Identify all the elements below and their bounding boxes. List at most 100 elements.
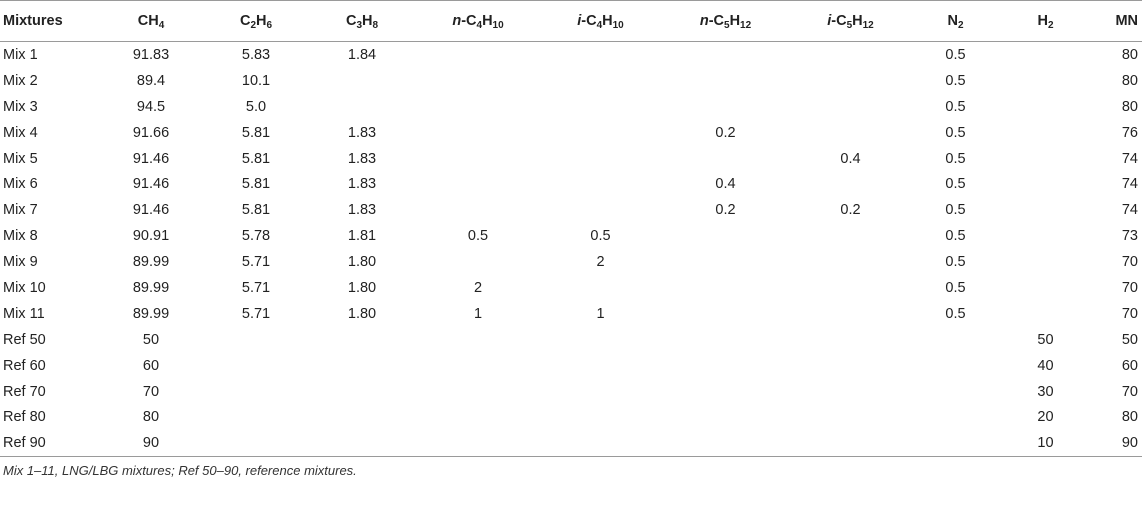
- table-row: Ref 90 90 10 90: [0, 430, 1142, 458]
- table-cell: 10: [998, 430, 1093, 458]
- table-cell: [663, 68, 788, 94]
- table-cell: 76: [1121, 124, 1138, 141]
- table-cell: 74: [1121, 202, 1138, 219]
- table-cell: 74: [1121, 176, 1138, 193]
- table-cell: 89.99: [132, 254, 170, 271]
- table-cell: [538, 68, 663, 94]
- table-cell: [206, 404, 306, 430]
- table-row: Ref 50 50 50 50: [0, 327, 1142, 353]
- table-row: Ref 80 80 20 80: [0, 404, 1142, 430]
- table-cell: [998, 120, 1093, 146]
- table-cell: 74: [1121, 150, 1138, 167]
- table-cell: [998, 197, 1093, 223]
- table-cell: [206, 353, 306, 379]
- table-cell: [913, 404, 998, 430]
- table-cell: [538, 94, 663, 120]
- table-cell: [788, 275, 913, 301]
- table-cell: 94.5: [136, 98, 166, 115]
- row-label: Ref 80: [3, 409, 46, 426]
- table-cell: 0.4: [840, 150, 861, 167]
- table-cell: 1.83: [347, 202, 377, 219]
- table-cell: [663, 223, 788, 249]
- table-cell: 80: [142, 409, 160, 426]
- table-cell: [663, 301, 788, 327]
- table-cell: 0.2: [715, 124, 736, 141]
- table-cell: 10.1: [241, 72, 271, 89]
- table-cell: 2: [596, 254, 605, 271]
- table-cell: 0.5: [590, 228, 611, 245]
- table-cell: 80: [1121, 409, 1138, 426]
- table-cell: 0.2: [840, 202, 861, 219]
- table-cell: 60: [1121, 357, 1138, 374]
- table-cell: [998, 94, 1093, 120]
- table-cell: [418, 42, 538, 68]
- table-cell: 5.81: [241, 124, 271, 141]
- table-cell: [306, 327, 418, 353]
- table-cell: 89.4: [136, 72, 166, 89]
- table-cell: 91.46: [132, 202, 170, 219]
- column-header-i-c5h12: i-C5H12: [788, 0, 913, 42]
- table-cell: 70: [1121, 305, 1138, 322]
- table-cell: [206, 430, 306, 458]
- table-cell: 0.5: [467, 228, 489, 245]
- table-cell: [206, 379, 306, 405]
- table-cell: 1.80: [347, 279, 377, 296]
- table-cell: 30: [1037, 383, 1054, 400]
- table-cell: [788, 68, 913, 94]
- table-cell: 60: [142, 357, 160, 374]
- table-cell: 50: [1121, 331, 1138, 348]
- table-cell: [663, 249, 788, 275]
- table-cell: 90: [1093, 430, 1142, 458]
- table-cell: 5.0: [245, 98, 267, 115]
- table-cell: 5.83: [241, 46, 271, 63]
- column-header-n-c4h10: n-C4H10: [418, 0, 538, 42]
- table-cell: [788, 353, 913, 379]
- table-cell: [788, 301, 913, 327]
- table-cell: [788, 120, 913, 146]
- table-cell: 5.81: [241, 176, 271, 193]
- table-cell: 0.5: [945, 98, 966, 115]
- table-cell: 1.80: [347, 254, 377, 271]
- table-row: Ref 70 70 30 70: [0, 379, 1142, 405]
- table-cell: [538, 42, 663, 68]
- table-row: Mix 2 89.4 10.1 0.5 80: [0, 68, 1142, 94]
- table-cell: [788, 249, 913, 275]
- table-cell: 1.83: [347, 150, 377, 167]
- table-cell: [998, 68, 1093, 94]
- table-cell: 40: [1037, 357, 1054, 374]
- table-cell: [788, 94, 913, 120]
- table-cell: [998, 275, 1093, 301]
- table-cell: [538, 430, 663, 458]
- table-cell: [538, 197, 663, 223]
- table-cell: 0.5: [945, 202, 966, 219]
- table-row: Mix 4 91.66 5.81 1.83 0.2 0.5 76: [0, 120, 1142, 146]
- table-cell: 5.78: [241, 228, 271, 245]
- table-cell: 5.71: [241, 254, 271, 271]
- row-label: Mix 5: [3, 150, 38, 167]
- column-header-h2: H2: [998, 0, 1093, 42]
- table-row: Mix 11 89.99 5.71 1.80 1 1 0.5 70: [0, 301, 1142, 327]
- table-cell: [788, 404, 913, 430]
- table-cell: 0.5: [945, 305, 966, 322]
- table-cell: 80: [1121, 46, 1138, 63]
- table-cell: [538, 404, 663, 430]
- table-cell: 73: [1121, 228, 1138, 245]
- table-body: Mix 1 91.83 5.83 1.84 0.5 80 Mix 2 89.4 10.1 0.5 8…: [0, 42, 1142, 458]
- table-cell: 0.5: [945, 176, 966, 193]
- row-label: Ref 70: [3, 383, 46, 400]
- table-cell: [998, 146, 1093, 172]
- row-label: Mix 7: [3, 202, 38, 219]
- table-cell: [418, 68, 538, 94]
- table-cell: 5.71: [241, 305, 271, 322]
- table-cell: 0.5: [945, 150, 966, 167]
- table-cell: [418, 94, 538, 120]
- table-cell: 0.5: [945, 228, 966, 245]
- table-cell: 1.80: [347, 305, 377, 322]
- table-cell: [913, 430, 998, 458]
- table-cell: [788, 379, 913, 405]
- table-cell: 91.83: [132, 46, 170, 63]
- table-cell: [663, 353, 788, 379]
- row-label: Ref 60: [3, 357, 46, 374]
- table-cell: 70: [1121, 383, 1138, 400]
